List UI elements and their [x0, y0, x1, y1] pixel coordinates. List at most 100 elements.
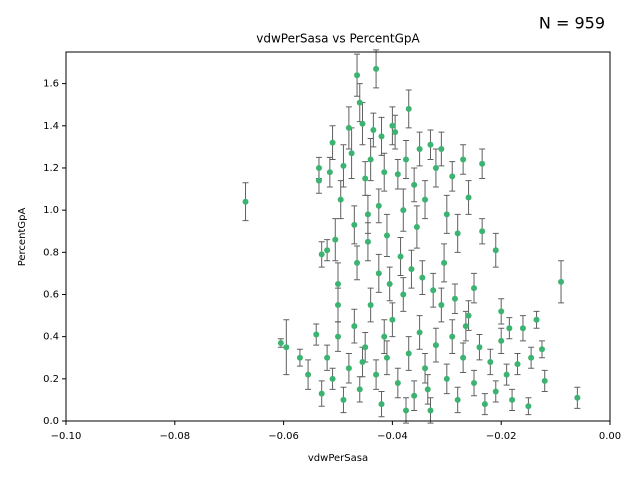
point: [394, 171, 401, 178]
point: [305, 371, 312, 378]
point: [354, 72, 361, 79]
y-tick-label: 0.6: [43, 289, 59, 300]
y-tick-label: 0.2: [43, 374, 59, 385]
point: [381, 333, 388, 340]
point: [335, 302, 341, 309]
point: [514, 361, 521, 368]
point: [283, 344, 290, 351]
point: [460, 354, 467, 361]
point: [451, 295, 458, 302]
point: [539, 346, 545, 353]
point: [465, 312, 472, 319]
point: [337, 196, 344, 203]
point: [454, 230, 461, 237]
point: [324, 247, 331, 254]
point: [465, 194, 472, 201]
point: [364, 238, 371, 245]
point: [481, 401, 488, 408]
point: [422, 196, 429, 203]
point: [416, 329, 423, 336]
y-axis-label: PercentGpA: [17, 208, 28, 267]
point: [389, 122, 396, 129]
point: [340, 162, 347, 169]
point: [378, 401, 385, 408]
point: [541, 377, 548, 384]
point: [397, 253, 404, 260]
point: [403, 156, 409, 163]
point: [389, 316, 396, 323]
point: [430, 287, 437, 294]
point: [492, 388, 499, 395]
point: [487, 358, 494, 365]
point: [354, 259, 361, 266]
point: [476, 344, 483, 351]
point: [356, 386, 363, 393]
point: [335, 333, 341, 340]
point: [356, 99, 363, 106]
point: [348, 150, 355, 157]
point: [351, 323, 358, 330]
point: [528, 354, 535, 361]
plot-frame: [65, 51, 611, 422]
point: [364, 211, 371, 218]
point: [449, 333, 456, 340]
point: [335, 280, 341, 287]
point: [432, 164, 439, 171]
point: [375, 202, 382, 209]
point: [471, 285, 477, 292]
point: [378, 133, 385, 140]
point: [359, 120, 366, 127]
point: [424, 386, 431, 393]
point: [367, 156, 374, 163]
point: [471, 380, 477, 387]
y-tick-label: 1.2: [43, 163, 59, 174]
point: [386, 280, 393, 287]
point: [525, 403, 532, 410]
point: [443, 211, 450, 218]
point: [438, 145, 445, 152]
x-tick-label: −0.04: [377, 431, 408, 442]
point: [460, 156, 467, 163]
point: [411, 181, 418, 188]
x-tick-label: −0.02: [486, 431, 517, 442]
x-tick-label: 0.00: [599, 431, 621, 442]
point: [400, 291, 407, 298]
point: [332, 236, 339, 243]
point: [394, 380, 401, 387]
point: [383, 232, 390, 239]
chart-title: vdwPerSasa vs PercentGpA: [256, 32, 420, 46]
point: [479, 228, 486, 235]
point: [503, 371, 510, 378]
point: [277, 339, 284, 346]
point: [383, 354, 390, 361]
point: [373, 65, 380, 72]
x-tick-label: −0.06: [268, 431, 299, 442]
x-tick-label: −0.08: [159, 431, 190, 442]
y-tick-label: 1.6: [43, 79, 59, 90]
point: [381, 169, 388, 176]
point: [329, 375, 336, 382]
point: [533, 316, 540, 323]
point: [351, 221, 358, 228]
point: [318, 390, 325, 397]
point: [362, 175, 369, 182]
point: [558, 278, 565, 285]
point: [441, 259, 448, 266]
point: [498, 337, 505, 344]
y-tick-label: 1.0: [43, 205, 59, 216]
x-tick-label: −0.10: [51, 431, 82, 442]
point: [392, 129, 399, 136]
point: [296, 354, 303, 361]
point: [498, 308, 505, 315]
point: [506, 325, 513, 332]
point: [411, 392, 418, 399]
point: [408, 266, 415, 273]
point: [326, 169, 333, 176]
point: [574, 394, 581, 401]
point: [340, 396, 347, 403]
point: [373, 371, 380, 378]
point: [329, 139, 336, 146]
point: [242, 198, 249, 205]
point: [479, 160, 486, 167]
